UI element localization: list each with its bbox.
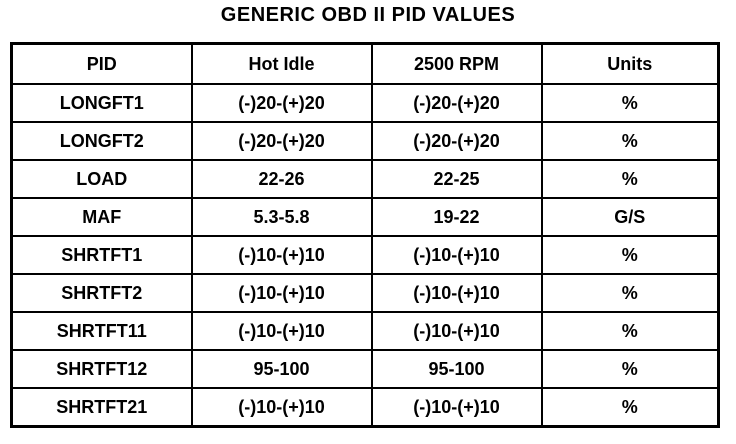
table-cell: SHRTFT2 — [10, 273, 193, 313]
table-cell: (-)20-(+)20 — [190, 121, 373, 161]
header-row: PID Hot Idle 2500 RPM Units — [10, 42, 720, 85]
table-cell: SHRTFT21 — [10, 387, 193, 428]
table-row: LOAD 22-26 22-25% — [10, 159, 720, 199]
table-cell: % — [540, 349, 720, 389]
table-row: SHRTFT21 (-)10-(+)10 (-)10-(+)10% — [10, 387, 720, 428]
table-cell: (-)20-(+)20 — [190, 83, 373, 123]
table-cell: % — [540, 387, 720, 428]
table-cell: % — [540, 235, 720, 275]
table-cell: LONGFT1 — [10, 83, 193, 123]
table-cell: (-)10-(+)10 — [190, 387, 373, 428]
table-cell: SHRTFT12 — [10, 349, 193, 389]
table-cell: LOAD — [10, 159, 193, 199]
table-row: SHRTFT12 95-100 95-100% — [10, 349, 720, 389]
table-cell: MAF — [10, 197, 193, 237]
table-body: LONGFT1 (-)20-(+)20 (-)20-(+)20% LONGFT2 (-)… — [10, 83, 720, 428]
table-cell: 95-100 — [370, 349, 543, 389]
table-cell: 22-26 — [190, 159, 373, 199]
table-cell: (-)10-(+)10 — [370, 273, 543, 313]
title: GENERIC OBD II PID VALUES — [220, 4, 516, 26]
table-cell: (-)20-(+)20 — [370, 121, 543, 161]
table-cell: (-)20-(+)20 — [370, 83, 543, 123]
table-cell: G/S — [540, 197, 720, 237]
table-cell: (-)10-(+)10 — [370, 235, 543, 275]
table-cell: (-)10-(+)10 — [370, 387, 543, 428]
table-cell: SHRTFT1 — [10, 235, 193, 275]
table-cell: % — [540, 83, 720, 123]
table-cell: % — [540, 311, 720, 351]
table-cell: (-)10-(+)10 — [190, 273, 373, 313]
table-cell: 22-25 — [370, 159, 543, 199]
table-row: SHRTFT2 (-)10-(+)10 (-)10-(+)10% — [10, 273, 720, 313]
table-cell: SHRTFT11 — [10, 311, 193, 351]
pid-table: PID Hot Idle 2500 RPM Units LONGFT1 (-)20-(+… — [10, 42, 720, 428]
table-cell: LONGFT2 — [10, 121, 193, 161]
table-row: LONGFT1 (-)20-(+)20 (-)20-(+)20% — [10, 83, 720, 123]
table-row: LONGFT2 (-)20-(+)20 (-)20-(+)20% — [10, 121, 720, 161]
column-header: 2500 RPM — [370, 42, 543, 85]
column-header: PID — [10, 42, 193, 85]
table-cell: 95-100 — [190, 349, 373, 389]
table-cell: 19-22 — [370, 197, 543, 237]
table-cell: % — [540, 159, 720, 199]
table-row: SHRTFT11 (-)10-(+)10 (-)10-(+)10% — [10, 311, 720, 351]
table-cell: (-)10-(+)10 — [190, 235, 373, 275]
table-cell: (-)10-(+)10 — [370, 311, 543, 351]
table-row: SHRTFT1 (-)10-(+)10 (-)10-(+)10% — [10, 235, 720, 275]
table-cell: % — [540, 121, 720, 161]
table-row: MAF 5.3-5.8 19-22 G/S — [10, 197, 720, 237]
table-cell: (-)10-(+)10 — [190, 311, 373, 351]
table-cell: % — [540, 273, 720, 313]
column-header: Hot Idle — [190, 42, 373, 85]
table-cell: 5.3-5.8 — [190, 197, 373, 237]
column-header: Units — [540, 42, 720, 85]
